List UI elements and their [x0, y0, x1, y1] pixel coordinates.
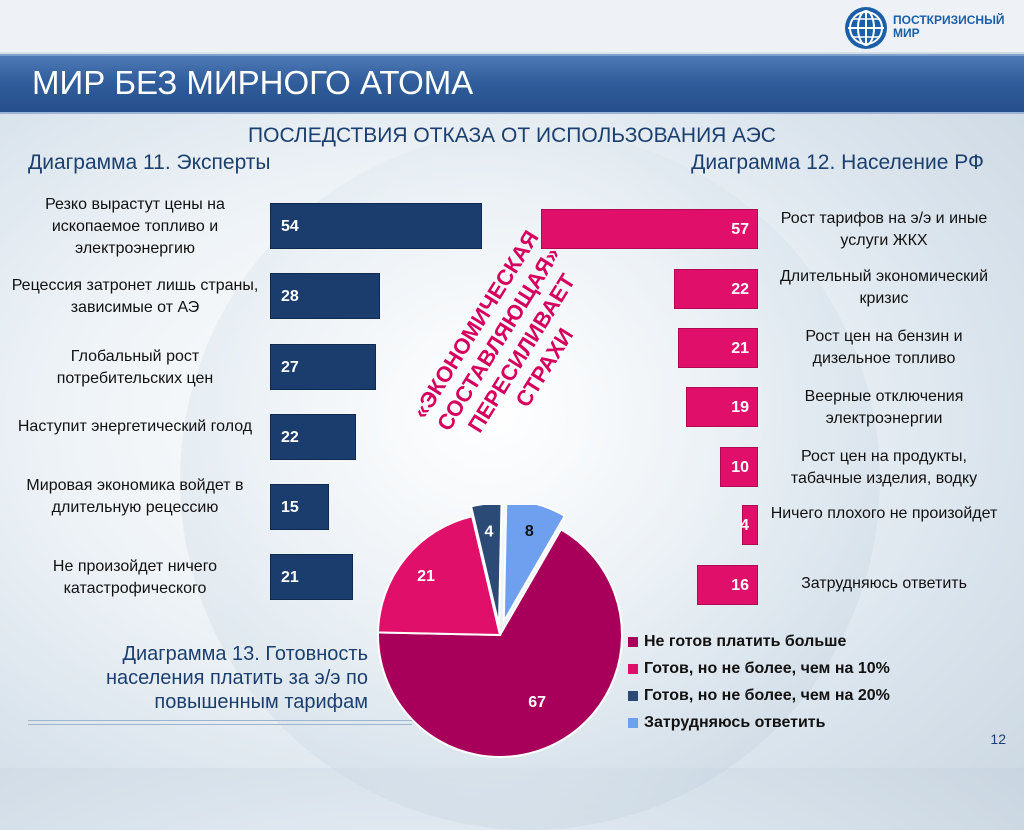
pie-value-label: 21 — [417, 568, 435, 585]
chart-11-title: Диаграмма 11. Эксперты — [28, 151, 271, 174]
chart-11-value: 22 — [281, 429, 299, 446]
chart-12-label: Рост цен на бензин и дизельное топливо — [805, 328, 963, 367]
legend-item: Готов, но не более, чем на 10% — [628, 659, 890, 686]
chart-12-value: 10 — [731, 459, 749, 476]
chart-12-label: Затрудняюсь ответить — [801, 575, 967, 592]
chart-11-value: 27 — [281, 359, 299, 376]
chart-12-value: 22 — [731, 281, 749, 298]
chart-11-label: Наступит энергетический голод — [17, 418, 253, 435]
chart-12-label: Длительный экономический кризис — [779, 268, 989, 307]
pie-slice — [377, 527, 623, 758]
pie-value-label: 8 — [525, 523, 534, 540]
chart-11-label: Мировая экономика войдет в длительную ре… — [26, 477, 244, 516]
chart-11-label: Рецессия затронет лишь страны, зависимые… — [11, 277, 259, 316]
page-title: МИР БЕЗ МИРНОГО АТОМА — [32, 64, 474, 101]
chart-12-bar: 21 — [678, 328, 758, 368]
legend-item: Не готов платить больше — [628, 632, 890, 659]
chart-11-bar: 28 — [270, 273, 380, 319]
title-bar: МИР БЕЗ МИРНОГО АТОМА — [0, 54, 1024, 114]
chart-12-bar: 16 — [697, 565, 758, 605]
legend-swatch — [628, 691, 638, 701]
legend-swatch — [628, 718, 638, 728]
chart-12-value: 4 — [740, 517, 749, 534]
legend-swatch — [628, 637, 638, 647]
chart-12-value: 16 — [731, 577, 749, 594]
chart-12-label: Веерные отключения электроэнергии — [804, 388, 964, 427]
chart-11-value: 54 — [281, 218, 299, 235]
chart-11-value: 15 — [281, 499, 299, 516]
chart-11-value: 28 — [281, 288, 299, 305]
divider — [28, 724, 412, 725]
chart-12-bar: 22 — [674, 269, 758, 309]
chart-11-label: Резко вырастут цены на ископаемое топлив… — [45, 196, 225, 257]
chart-11-bar: 27 — [270, 344, 376, 390]
chart-12-label: Рост тарифов на э/э и иные услуги ЖКХ — [780, 210, 988, 249]
legend-item: Затрудняюсь ответить — [628, 713, 890, 740]
legend-swatch — [628, 664, 638, 674]
chart-12-value: 19 — [731, 399, 749, 416]
chart-11-bar: 15 — [270, 484, 329, 530]
chart-12-label: Рост цен на продукты, табачные изделия, … — [790, 448, 978, 487]
pie-slice — [502, 505, 567, 623]
page-number: 12 — [990, 731, 1006, 747]
chart-12-title: Диаграмма 12. Население РФ — [691, 151, 984, 174]
chart-11-value: 21 — [281, 569, 299, 586]
globe-logo-icon — [845, 7, 887, 49]
chart-11-bar: 21 — [270, 554, 353, 600]
chart-11-bar: 22 — [270, 414, 356, 460]
chart-13-legend: Не готов платить больше Готов, но не бол… — [628, 632, 890, 740]
chart-13-title: Диаграмма 13. Готовность населения плати… — [105, 643, 368, 713]
chart-12-bar: 10 — [720, 447, 758, 487]
chart-12-value: 57 — [731, 221, 749, 238]
pie-slice — [469, 505, 503, 626]
chart-12-value: 21 — [731, 340, 749, 357]
chart-12-bar: 57 — [541, 209, 758, 249]
legend-item: Готов, но не более, чем на 20% — [628, 686, 890, 713]
chart-11-label: Глобальный рост потребительских цен — [56, 348, 214, 387]
divider — [28, 720, 412, 721]
chart-13-pie: 67 21 4 8 — [377, 505, 623, 758]
pie-value-label: 67 — [528, 694, 546, 711]
chart-12-label: Ничего плохого не произойдет — [770, 505, 998, 522]
chart-12-bar: 19 — [686, 387, 758, 427]
pie-slice — [377, 515, 502, 637]
logo-text: ПОСТКРИЗИСНЫЙ МИР — [893, 13, 1005, 40]
pie-value-label: 4 — [485, 523, 494, 540]
chart-11-label: Не произойдет ничего катастрофического — [52, 558, 218, 597]
chart-11-bar: 54 — [270, 203, 482, 249]
subtitle: ПОСЛЕДСТВИЯ ОТКАЗА ОТ ИСПОЛЬЗОВАНИЯ АЭС — [248, 124, 776, 147]
chart-12-bar: 4 — [740, 505, 758, 545]
